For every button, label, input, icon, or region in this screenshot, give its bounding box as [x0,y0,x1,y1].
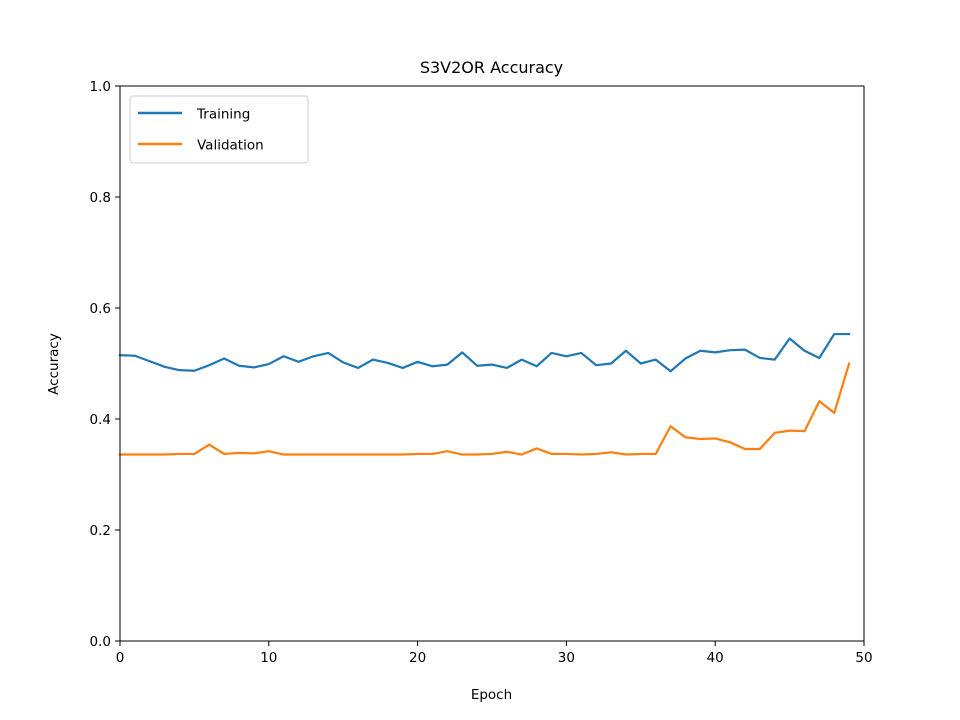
x-tick-label: 40 [707,650,724,666]
plot-frame [119,85,865,642]
y-tick-label: 0.0 [90,634,111,650]
x-tick-label: 20 [409,650,426,666]
y-tick-label: 0.8 [90,190,111,206]
y-tick-label: 0.4 [90,412,111,428]
x-tick-label: 10 [260,650,277,666]
y-axis: 0.0 0.2 0.4 0.6 0.8 1.0 [90,79,120,650]
y-tick-label: 0.2 [90,523,111,539]
x-tick-label: 50 [855,650,872,666]
x-axis-label: Epoch [471,687,512,703]
chart-title: S3V2OR Accuracy [420,58,563,77]
legend: Training Validation [129,95,309,164]
y-tick-label: 0.6 [90,301,111,317]
series-line-validation [118,362,851,456]
series-line-training [118,332,851,373]
legend-label-training: Training [196,107,250,123]
series-layer [118,332,851,456]
y-tick-label: 1.0 [90,79,111,95]
legend-label-validation: Validation [197,138,264,154]
y-axis-label: Accuracy [46,333,62,395]
x-tick-label: 30 [558,650,575,666]
x-axis: 0 10 20 30 40 50 [116,641,873,666]
x-tick-label: 0 [116,650,125,666]
